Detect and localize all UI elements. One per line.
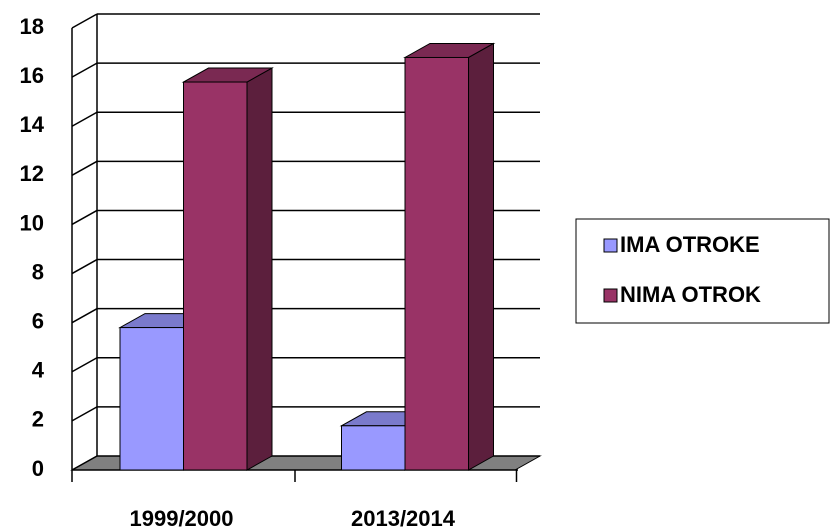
y-tick-label: 6	[32, 308, 44, 333]
y-tick-label: 2	[32, 407, 44, 432]
x-tick-label: 1999/2000	[130, 506, 234, 531]
x-tick-label: 2013/2014	[351, 506, 456, 531]
y-tick	[71, 406, 98, 422]
y-tick	[71, 455, 98, 471]
bar	[404, 56, 469, 471]
y-tick-label: 0	[32, 456, 44, 481]
y-tick-label: 4	[32, 358, 45, 383]
y-tick	[71, 13, 98, 29]
legend-swatch	[603, 288, 618, 303]
bar	[119, 327, 184, 471]
y-tick-label: 12	[20, 161, 44, 186]
y-tick-label: 16	[20, 63, 44, 88]
y-tick	[71, 357, 98, 373]
y-tick	[71, 258, 98, 275]
y-tick-label: 8	[32, 259, 44, 284]
y-tick-label: 18	[20, 14, 44, 39]
legend-swatch	[603, 238, 618, 253]
y-tick	[71, 209, 98, 226]
legend-label: NIMA OTROK	[620, 282, 761, 307]
y-tick	[71, 111, 98, 127]
bar	[183, 81, 248, 471]
legend-label: IMA OTROKE	[620, 232, 760, 257]
y-tick	[71, 62, 98, 78]
legend-box	[575, 218, 830, 324]
y-tick-label: 10	[20, 210, 44, 235]
bar-side	[246, 67, 273, 471]
y-tick-label: 14	[20, 112, 45, 137]
y-tick	[71, 308, 98, 324]
bar	[341, 425, 406, 471]
bar-side	[468, 42, 494, 471]
y-tick	[71, 160, 98, 176]
